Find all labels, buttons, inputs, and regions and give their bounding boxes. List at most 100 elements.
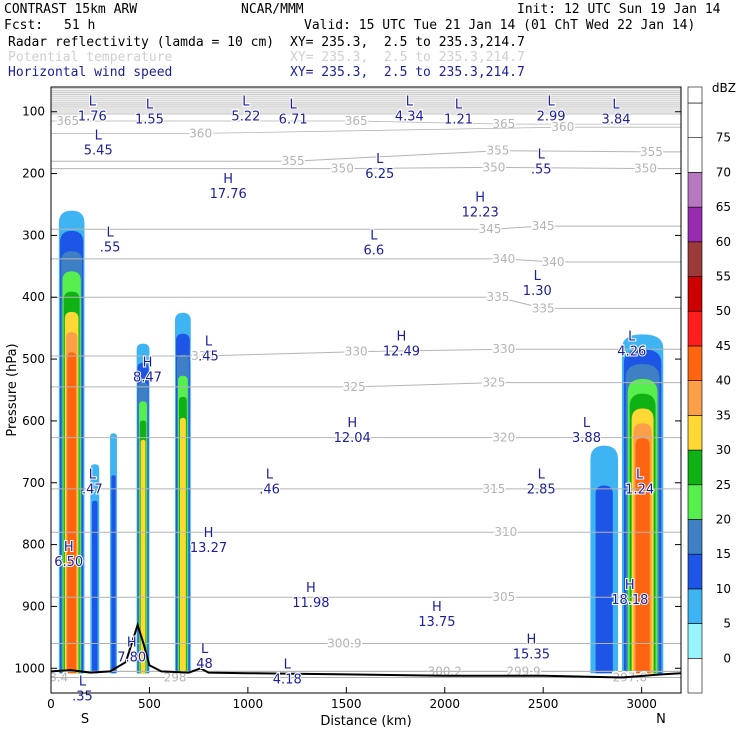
colorbar-bin-10: [687, 310, 703, 347]
header-valid: Valid: 15 UTC Tue 21 Jan 14 (01 ChT Wed …: [304, 18, 696, 33]
colorbar-bin-15: [687, 137, 703, 173]
colorbar-bin-2: [687, 588, 703, 624]
wind-extremum-value-7: 3.84: [602, 113, 631, 128]
wind-extremum-letter-28: H: [306, 581, 316, 596]
theta-label-355-0: 355: [282, 154, 305, 168]
theta-label-300.9-0: 300.9: [327, 637, 361, 651]
wind-extremum-value-23: .46: [259, 482, 280, 497]
colorbar-label-65: 65: [716, 200, 731, 214]
theta-contour-355: [51, 150, 681, 162]
theta-label-325-0: 325: [343, 380, 366, 394]
wind-extremum-letter-1: L: [146, 98, 154, 113]
header-fcst-value: 51 h: [64, 18, 96, 33]
wind-extremum-value-16: .45: [198, 349, 219, 364]
wind-extremum-value-19: 8.47: [133, 371, 162, 386]
y-axis-label: Pressure (hPa): [5, 343, 20, 436]
theta-label-345-1: 345: [532, 219, 555, 233]
wind-extremum-letter-27: H: [64, 540, 74, 555]
refl-column-0-level-40: [67, 352, 77, 674]
wind-extremum-value-28: 11.98: [292, 596, 329, 611]
theta-label-365-0: 365: [56, 114, 79, 128]
theta-label-330-1: 330: [345, 345, 368, 359]
x-axis-label: Distance (km): [320, 714, 411, 729]
colorbar-bin-7: [687, 415, 703, 451]
colorbar-bin-12: [687, 241, 703, 277]
wind-extremum-letter-31: H: [127, 636, 137, 651]
wind-extremum-letter-13: L: [106, 226, 114, 241]
theta-label-320-0: 320: [492, 431, 515, 445]
colorbar-label-35: 35: [716, 408, 731, 422]
wind-extremum-letter-22: L: [89, 467, 97, 482]
wind-extremum-value-32: 48: [196, 657, 213, 672]
wind-extremum-letter-5: L: [455, 98, 463, 113]
x-tick-label-2000: 2000: [429, 697, 460, 711]
colorbar-label-20: 20: [716, 512, 731, 526]
x-tick-label-1000: 1000: [233, 697, 264, 711]
field-wind-xy: XY= 235.3, 2.5 to 235.3,214.7: [290, 65, 525, 80]
x-tick-label-500: 500: [138, 697, 161, 711]
terrain-line: [51, 621, 681, 679]
refl-column-6-level-40: [635, 438, 650, 674]
colorbar-label-30: 30: [716, 443, 731, 457]
wind-extremum-letter-9: L: [376, 152, 384, 167]
x-tick-label-2500: 2500: [528, 697, 559, 711]
y-tick-label-700: 700: [22, 476, 45, 490]
y-tick-label-900: 900: [22, 599, 45, 613]
colorbar-bin-13: [687, 206, 703, 243]
wind-extremum-letter-8: L: [95, 129, 103, 144]
refl-column-2-level-10: [111, 475, 116, 674]
wind-extremum-value-29: 18.18: [611, 593, 648, 608]
x-end-label-right: N: [656, 712, 666, 727]
wind-extremum-value-4: 4.34: [395, 110, 424, 125]
theta-label-298-0: 298: [164, 671, 187, 685]
wind-extremum-value-5: 1.21: [444, 113, 473, 128]
colorbar-bin-5: [687, 484, 703, 520]
wind-extremum-value-8: 5.45: [84, 144, 113, 159]
colorbar-top-cap: [687, 86, 703, 104]
y-tick-label-100: 100: [22, 105, 45, 119]
theta-label-360-1: 360: [551, 120, 574, 134]
wind-extremum-letter-21: L: [583, 416, 591, 431]
wind-extremum-value-20: 12.04: [334, 431, 371, 446]
wind-extremum-letter-7: L: [612, 98, 620, 113]
colorbar-bin-0: [687, 657, 703, 694]
colorbar-unit: dBZ: [712, 81, 736, 95]
wind-extremum-value-12: 12.23: [462, 205, 499, 220]
wind-extremum-letter-15: L: [534, 269, 542, 284]
colorbar-label-50: 50: [716, 304, 731, 318]
colorbar-label-45: 45: [716, 339, 731, 353]
y-tick-label-300: 300: [22, 228, 45, 242]
refl-column-5-level-10: [595, 485, 613, 674]
wind-extremum-value-1: 1.55: [135, 113, 164, 128]
colorbar-label-0: 0: [723, 651, 731, 665]
x-tick-label-0: 0: [47, 697, 55, 711]
wind-extremum-value-25: 1.24: [625, 482, 654, 497]
wind-extremum-letter-35: L: [79, 675, 87, 690]
x-tick-label-1500: 1500: [331, 697, 362, 711]
x-tick-label-3000: 3000: [626, 697, 657, 711]
wind-extremum-value-34: 4.18: [273, 672, 302, 687]
header-center: NCAR/MMM: [241, 2, 304, 17]
theta-label-365-1: 365: [345, 114, 368, 128]
plot-frame: [50, 86, 682, 694]
wind-extremum-letter-10: L: [538, 148, 546, 163]
wind-extremum-value-35: .35: [72, 690, 93, 705]
field-theta-xy: XY= 235.3, 2.5 to 235.3,214.7: [290, 50, 525, 65]
theta-label-335-0: 335: [486, 290, 509, 304]
theta-contour-345: [51, 225, 681, 230]
header-model: CONTRAST 15km ARW: [4, 2, 138, 17]
wind-extremum-value-9: 6.25: [365, 167, 394, 182]
wind-extremum-value-17: 12.49: [383, 345, 420, 360]
wind-extremum-letter-20: H: [347, 416, 357, 431]
wind-extremum-value-15: 1.30: [523, 284, 552, 299]
wind-extremum-letter-6: L: [547, 95, 555, 110]
y-tick-label-600: 600: [22, 414, 45, 428]
theta-label-310-0: 310: [494, 525, 517, 539]
theta-label-330-2: 330: [492, 342, 515, 356]
wind-extremum-value-11: 17.76: [210, 187, 247, 202]
wind-extremum-value-2: 5.22: [231, 110, 260, 125]
refl-column-4-level-30: [179, 417, 186, 674]
wind-extremum-letter-12: H: [475, 190, 485, 205]
wind-extremum-letter-34: L: [284, 657, 292, 672]
colorbar-label-40: 40: [716, 374, 731, 388]
